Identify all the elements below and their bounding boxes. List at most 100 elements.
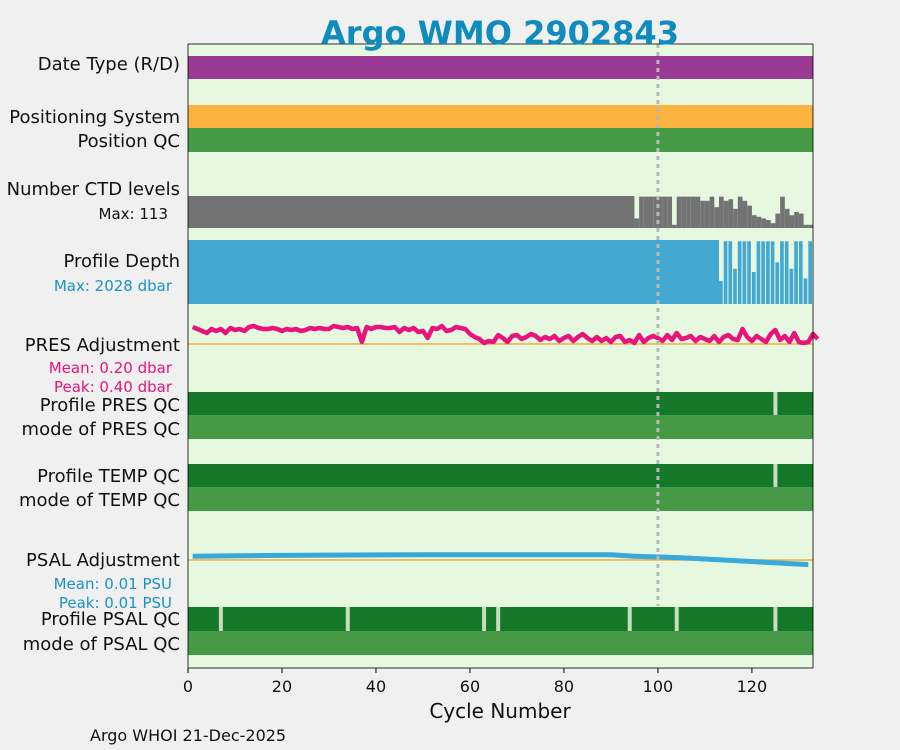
label-date-type: Date Type (R/D)	[38, 54, 180, 75]
ctd-levels-bar	[751, 215, 757, 228]
profile-depth-bar	[742, 241, 747, 304]
ctd-levels-bar	[808, 224, 813, 228]
ctd-levels-bar	[798, 213, 804, 228]
ctd-levels-bar	[794, 212, 799, 228]
label-profile-pres-qc: Profile PRES QC	[40, 395, 180, 416]
ctd-levels-bar	[700, 200, 705, 228]
x-tick-label: 60	[460, 677, 480, 696]
ctd-levels-bar	[188, 196, 635, 228]
profile-depth-bar	[737, 241, 742, 304]
label-psal-adjustment: PSAL Adjustment	[26, 550, 180, 571]
ctd-levels-bar	[728, 199, 734, 228]
profile-depth-bar	[770, 241, 775, 304]
ctd-levels-bar	[714, 207, 720, 228]
label-profile-depth: Profile Depth	[63, 251, 180, 272]
ctd-levels-bar	[695, 196, 701, 228]
plot-frame	[187, 43, 814, 669]
ctd-levels-bar	[657, 196, 663, 228]
profile-temp-qc-band	[188, 464, 813, 487]
label-pres-peak: Peak: 0.40 dbar	[54, 378, 173, 396]
ctd-levels-bar	[789, 215, 795, 228]
label-profile-psal-qc: Profile PSAL QC	[41, 609, 180, 630]
label-profile-temp-qc: Profile TEMP QC	[37, 466, 180, 487]
footer-text: Argo WHOI 21-Dec-2025	[90, 726, 286, 745]
psal-adjustment-series	[192, 552, 809, 568]
ctd-levels-bar	[681, 196, 687, 228]
x-axis-label: Cycle Number	[429, 699, 571, 723]
profile-temp-qc-band-gap	[773, 464, 778, 487]
ctd-levels-bar	[719, 196, 724, 228]
profile-depth-bar	[798, 241, 803, 304]
ctd-levels-bar	[648, 196, 654, 228]
ctd-levels-bar	[686, 196, 691, 228]
date-type-band	[188, 56, 813, 79]
ctd-levels-bar	[766, 220, 771, 228]
ctd-levels-bar	[761, 218, 767, 228]
ctd-levels-bar	[672, 224, 677, 228]
ctd-levels-bar	[639, 196, 644, 228]
profile-depth-bar	[188, 240, 720, 304]
ctd-levels-bar	[704, 200, 710, 228]
ctd-levels-bar	[662, 196, 668, 228]
label-positioning-system: Positioning System	[9, 107, 180, 128]
profile-psal-qc-band-gap	[345, 607, 350, 631]
pres-adjustment-series	[191, 323, 820, 346]
ctd-levels-bar	[733, 208, 738, 228]
ctd-levels-bar	[667, 196, 673, 228]
profile-depth-bar	[775, 262, 780, 304]
label-pres-mean: Mean: 0.20 dbar	[49, 359, 173, 377]
label-pres-adjustment: PRES Adjustment	[25, 335, 180, 356]
label-psal-peak: Peak: 0.01 PSU	[59, 594, 172, 612]
profile-depth-bar	[728, 241, 733, 304]
profile-depth-bar	[733, 268, 737, 304]
label-mode-pres-qc: mode of PRES QC	[22, 419, 180, 440]
ctd-levels-bar	[643, 196, 649, 228]
ctd-levels-bar	[690, 196, 696, 228]
ctd-levels-bar	[756, 216, 762, 228]
profile-psal-qc-band-gap	[773, 607, 778, 631]
ctd-levels-bar	[784, 208, 790, 228]
x-tick-label: 80	[554, 677, 574, 696]
ctd-levels-bar	[737, 196, 743, 228]
profile-pres-qc-band-gap	[773, 392, 778, 415]
profile-depth-bar	[756, 241, 761, 304]
chart-title: Argo WMO 2902843	[321, 14, 679, 52]
mode-psal-qc-band	[188, 631, 813, 655]
positioning-band	[188, 105, 813, 128]
ctd-levels-bar	[676, 196, 682, 228]
profile-psal-qc-band-gap	[482, 607, 487, 631]
profile-depth-bar	[784, 241, 789, 304]
x-tick-label: 20	[272, 677, 292, 696]
label-mode-psal-qc: mode of PSAL QC	[23, 634, 180, 655]
profile-depth-bar	[789, 268, 794, 304]
ctd-levels-bar	[742, 200, 748, 228]
ctd-levels-bar	[709, 196, 715, 228]
mode-pres-qc-band	[188, 415, 813, 439]
profile-depth-bar	[761, 241, 766, 304]
x-tick-label: 100	[643, 677, 674, 696]
profile-depth-bar	[803, 278, 808, 304]
profile-depth-bar	[808, 241, 812, 304]
profile-depth-bar	[794, 241, 798, 304]
profile-depth-bar	[780, 241, 784, 304]
x-tick-label: 40	[366, 677, 386, 696]
ctd-levels-bar	[780, 196, 785, 228]
ctd-levels-bar	[770, 223, 776, 228]
ctd-levels-bar	[747, 205, 752, 228]
profile-depth-bar	[723, 241, 728, 304]
x-tick-label: 0	[183, 677, 193, 696]
ctd-levels-bar	[723, 200, 729, 228]
label-position-qc: Position QC	[77, 131, 180, 152]
profile-depth-bar	[766, 241, 770, 304]
profile-psal-qc-band-gap	[627, 607, 632, 631]
ctd-levels-bar	[634, 218, 640, 228]
profile-depth-bar	[751, 272, 756, 304]
ctd-levels-bar	[775, 213, 781, 228]
mode-temp-qc-band	[188, 487, 813, 511]
ctd-levels-bar	[653, 196, 658, 228]
label-mode-temp-qc: mode of TEMP QC	[19, 490, 180, 511]
profile-pres-qc-band	[188, 392, 813, 415]
position-qc-band	[188, 128, 813, 152]
label-ctd-max: Max: 113	[99, 205, 168, 223]
